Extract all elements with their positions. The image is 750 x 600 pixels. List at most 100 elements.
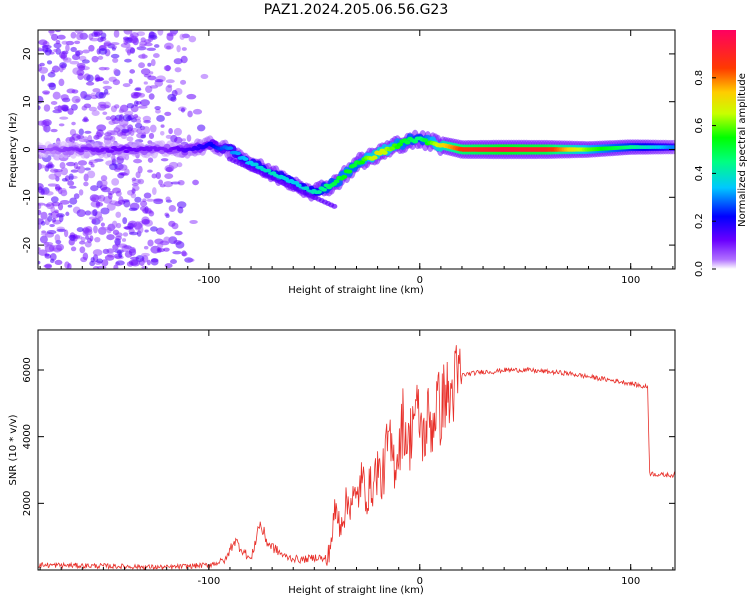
- snr-ytick-label: 6000: [22, 357, 33, 382]
- spectrogram-noise-blob: [100, 222, 105, 227]
- spectrogram-noise-blob: [51, 217, 57, 223]
- spectrogram-noise-blob: [92, 249, 103, 256]
- colorbar-ticks: 0.0 0.2 0.4 0.6 0.8: [694, 70, 716, 277]
- spectrogram-noise-blob: [50, 101, 58, 105]
- spectrogram-noise-blob: [100, 207, 110, 215]
- spectrogram-noise-blob: [129, 69, 136, 74]
- snr-ylabel: SNR (10 * v/v): [8, 414, 19, 485]
- spectrogram-noise-blob: [133, 114, 139, 119]
- spectrogram-noise-blob: [172, 250, 182, 255]
- spectrogram-noise-blob: [48, 82, 57, 91]
- spectrogram-noise-blob: [76, 227, 84, 233]
- spectrogram-ytick-label: -20: [22, 237, 33, 253]
- spectrogram-image: [38, 30, 675, 269]
- spectrogram-noise-blob: [171, 89, 178, 97]
- snr-frame: [37, 329, 676, 571]
- spectrogram-noise-blob: [106, 234, 115, 241]
- spectrogram-noise-blob: [62, 57, 72, 63]
- snr-panel: -100 0 100 2000 4000 6000 Height of straight …: [8, 329, 676, 596]
- spectrogram-noise-blob: [81, 105, 88, 111]
- spectrogram-xlabel: Height of straight line (km): [288, 285, 424, 296]
- spectrogram-noise-blob: [68, 173, 74, 181]
- spectrogram-noise-blob: [147, 37, 154, 42]
- spectrogram-noise-blob: [150, 258, 159, 263]
- spectrogram-noise-blob: [41, 44, 52, 49]
- spectrogram-noise-blob: [119, 107, 125, 113]
- spectrogram-noise-blob: [67, 263, 72, 269]
- spectrogram-noise-blob: [43, 104, 51, 112]
- spectrogram-noise-blob: [104, 66, 110, 71]
- spectrogram-noise-blob: [112, 57, 119, 63]
- spectrogram-noise-blob: [38, 105, 41, 110]
- spectrogram-noise-blob: [96, 265, 107, 269]
- spectrogram-noise-blob: [101, 186, 111, 193]
- spectrogram-noise-blob: [76, 134, 85, 140]
- spectrogram-noise-blob: [137, 178, 145, 185]
- spectrogram-ridge-core: [371, 155, 378, 160]
- spectrogram-noise-blob: [116, 222, 122, 229]
- spectrogram-noise-blob: [138, 105, 148, 109]
- spectrogram-noise-blob: [122, 114, 132, 122]
- spectrogram-noise-blob: [67, 204, 73, 208]
- spectrogram-noise-blob: [76, 32, 84, 41]
- spectrogram-noise-blob: [83, 93, 93, 97]
- snr-ytick-label: 4000: [22, 424, 33, 449]
- spectrogram-noise-blob: [57, 202, 64, 211]
- spectrogram-noise-blob: [118, 196, 124, 204]
- spectrogram-noise-blob: [59, 62, 68, 69]
- spectrogram-noise-blob: [128, 207, 138, 212]
- spectrogram-noise-blob: [165, 134, 173, 139]
- spectrogram-noise-blob: [150, 226, 158, 232]
- spectrogram-noise-blob: [144, 42, 153, 47]
- spectrogram-noise-blob: [84, 167, 91, 171]
- spectrogram-ridge-core: [315, 190, 322, 194]
- spectrogram-noise-blob: [57, 104, 62, 113]
- spectrogram-ridge-core: [265, 168, 272, 173]
- spectrogram-noise-blob: [153, 44, 160, 48]
- spectrogram-ridge-core: [123, 149, 130, 154]
- spectrogram-noise-blob: [82, 49, 90, 54]
- spectrogram-noise-blob: [40, 188, 45, 195]
- spectrogram-ridge-core: [194, 147, 201, 151]
- spectrogram-noise-blob: [78, 128, 84, 136]
- spectrogram-ridge-core: [295, 183, 302, 188]
- spectrogram-noise-blob: [160, 130, 165, 136]
- spectrogram-ridge-core: [227, 146, 234, 150]
- spectrogram-noise-blob: [102, 111, 108, 115]
- spectrogram-noise-blob: [140, 68, 151, 75]
- spectrogram-ridge-core: [321, 187, 328, 192]
- spectrogram-noise-blob: [111, 220, 118, 229]
- spectrogram-noise-blob: [38, 95, 44, 104]
- spectrogram-noise-blob: [75, 50, 81, 57]
- colorbar: 0.0 0.2 0.4 0.6 0.8 Normalized spectral ampl…: [694, 30, 748, 277]
- spectrogram-noise-blob: [44, 218, 50, 226]
- spectrogram-noise-blob: [44, 120, 50, 127]
- spectrogram-noise-blob: [72, 67, 82, 75]
- spectrogram-noise-blob: [140, 134, 147, 139]
- snr-xtick-label: 0: [417, 576, 423, 587]
- spectrogram-noise-blob: [141, 265, 148, 269]
- spectrogram-noise-blob: [92, 88, 101, 93]
- spectrogram-xtick-label: 100: [621, 275, 640, 286]
- spectrogram-noise-blob: [69, 197, 78, 205]
- spectrogram-noise-blob: [101, 259, 109, 267]
- spectrogram-ridge-core: [381, 150, 388, 155]
- spectrogram-noise-blob: [114, 238, 121, 246]
- spectrogram-noise-blob: [51, 201, 61, 207]
- spectrogram-noise-blob: [153, 198, 164, 202]
- spectrogram-noise-blob: [123, 226, 132, 230]
- spectrogram-noise-blob: [174, 230, 183, 236]
- spectrogram-noise-blob: [91, 110, 100, 116]
- spectrogram-ridge-core: [242, 157, 249, 161]
- spectrogram-noise-blob: [81, 59, 90, 64]
- spectrogram-noise-blob: [93, 225, 98, 234]
- spectrogram-noise-blob: [67, 108, 74, 115]
- spectrogram-noise-blob: [58, 51, 68, 59]
- spectrogram-noise-blob: [47, 72, 56, 78]
- spectrogram-noise-blob: [155, 109, 161, 114]
- spectrogram-noise-blob: [165, 196, 171, 202]
- spectrogram-noise-blob: [146, 259, 151, 266]
- spectrogram-noise-blob: [40, 211, 48, 220]
- spectrogram-noise-blob: [38, 47, 42, 52]
- spectrogram-noise-blob: [63, 229, 69, 238]
